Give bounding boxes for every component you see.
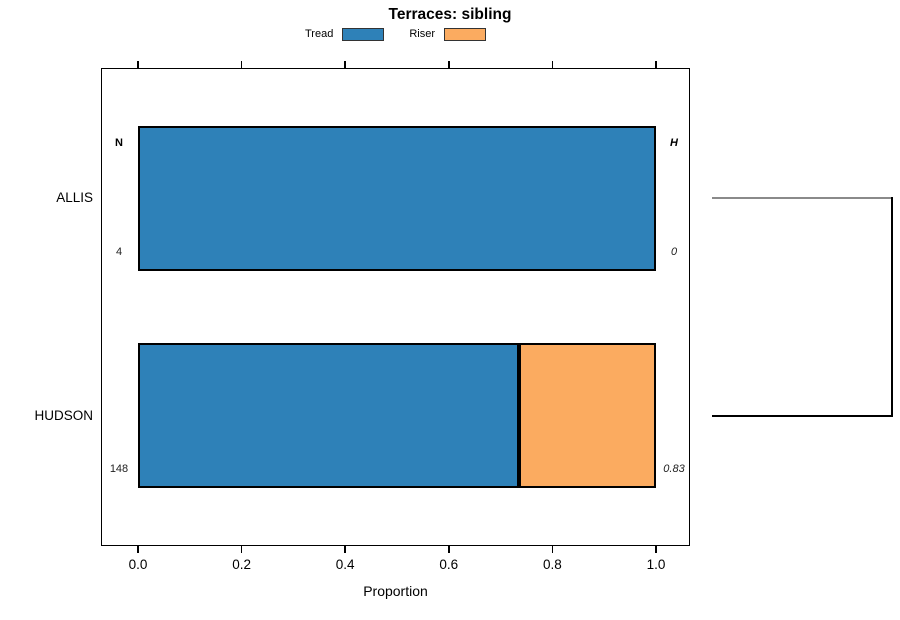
axis-tick-label: 0.8 (543, 557, 562, 572)
axis-tick-label: 0.0 (128, 557, 148, 572)
h-value: 0 (670, 245, 678, 258)
chart-title: Terraces: sibling (388, 6, 512, 23)
legend-swatch (444, 27, 486, 41)
h-value: 0.83 (663, 463, 685, 475)
legend: Tread Riser (101, 26, 690, 42)
legend-item-label: Riser (409, 28, 435, 40)
bar-segment-riser (519, 343, 656, 488)
h-column-header: H (670, 137, 678, 149)
axis-tick-bottom (448, 546, 450, 553)
axis-tick-bottom (240, 546, 243, 553)
dendrogram-branch-bottom (712, 414, 893, 417)
axis-tick-top (137, 61, 139, 68)
axis-tick-bottom (655, 546, 657, 553)
axis-tick-top (344, 61, 346, 68)
x-axis-label: Proportion (363, 583, 428, 599)
n-column-header: N (115, 137, 123, 149)
axis-tick-top (551, 61, 554, 68)
axis-tick-bottom (551, 546, 554, 553)
axis-tick-label: 0.6 (439, 557, 459, 572)
axis-tick-top (448, 61, 450, 68)
legend-item: Riser (409, 27, 486, 41)
axis-tick-label: 0.2 (232, 557, 251, 572)
dendrogram-branch-top (712, 197, 893, 199)
axis-tick-top (240, 61, 243, 68)
axis-tick-label: 1.0 (646, 557, 666, 572)
bar-row (138, 343, 656, 488)
dendrogram-join (891, 197, 893, 417)
n-value: 148 (109, 463, 129, 475)
axis-tick-bottom (137, 546, 139, 553)
axis-tick-top (655, 61, 657, 68)
legend-swatch (342, 27, 385, 41)
category-label: HUDSON (34, 407, 93, 423)
bar-row (138, 125, 656, 271)
n-value: 4 (115, 245, 123, 258)
category-label: ALLIS (56, 190, 93, 205)
bar-segment-tread (138, 343, 520, 488)
axis-tick-label: 0.4 (335, 557, 355, 572)
axis-tick-bottom (344, 546, 346, 553)
legend-item: Tread (305, 27, 385, 41)
legend-item-label: Tread (305, 28, 334, 40)
bar-segment-tread (138, 125, 656, 271)
